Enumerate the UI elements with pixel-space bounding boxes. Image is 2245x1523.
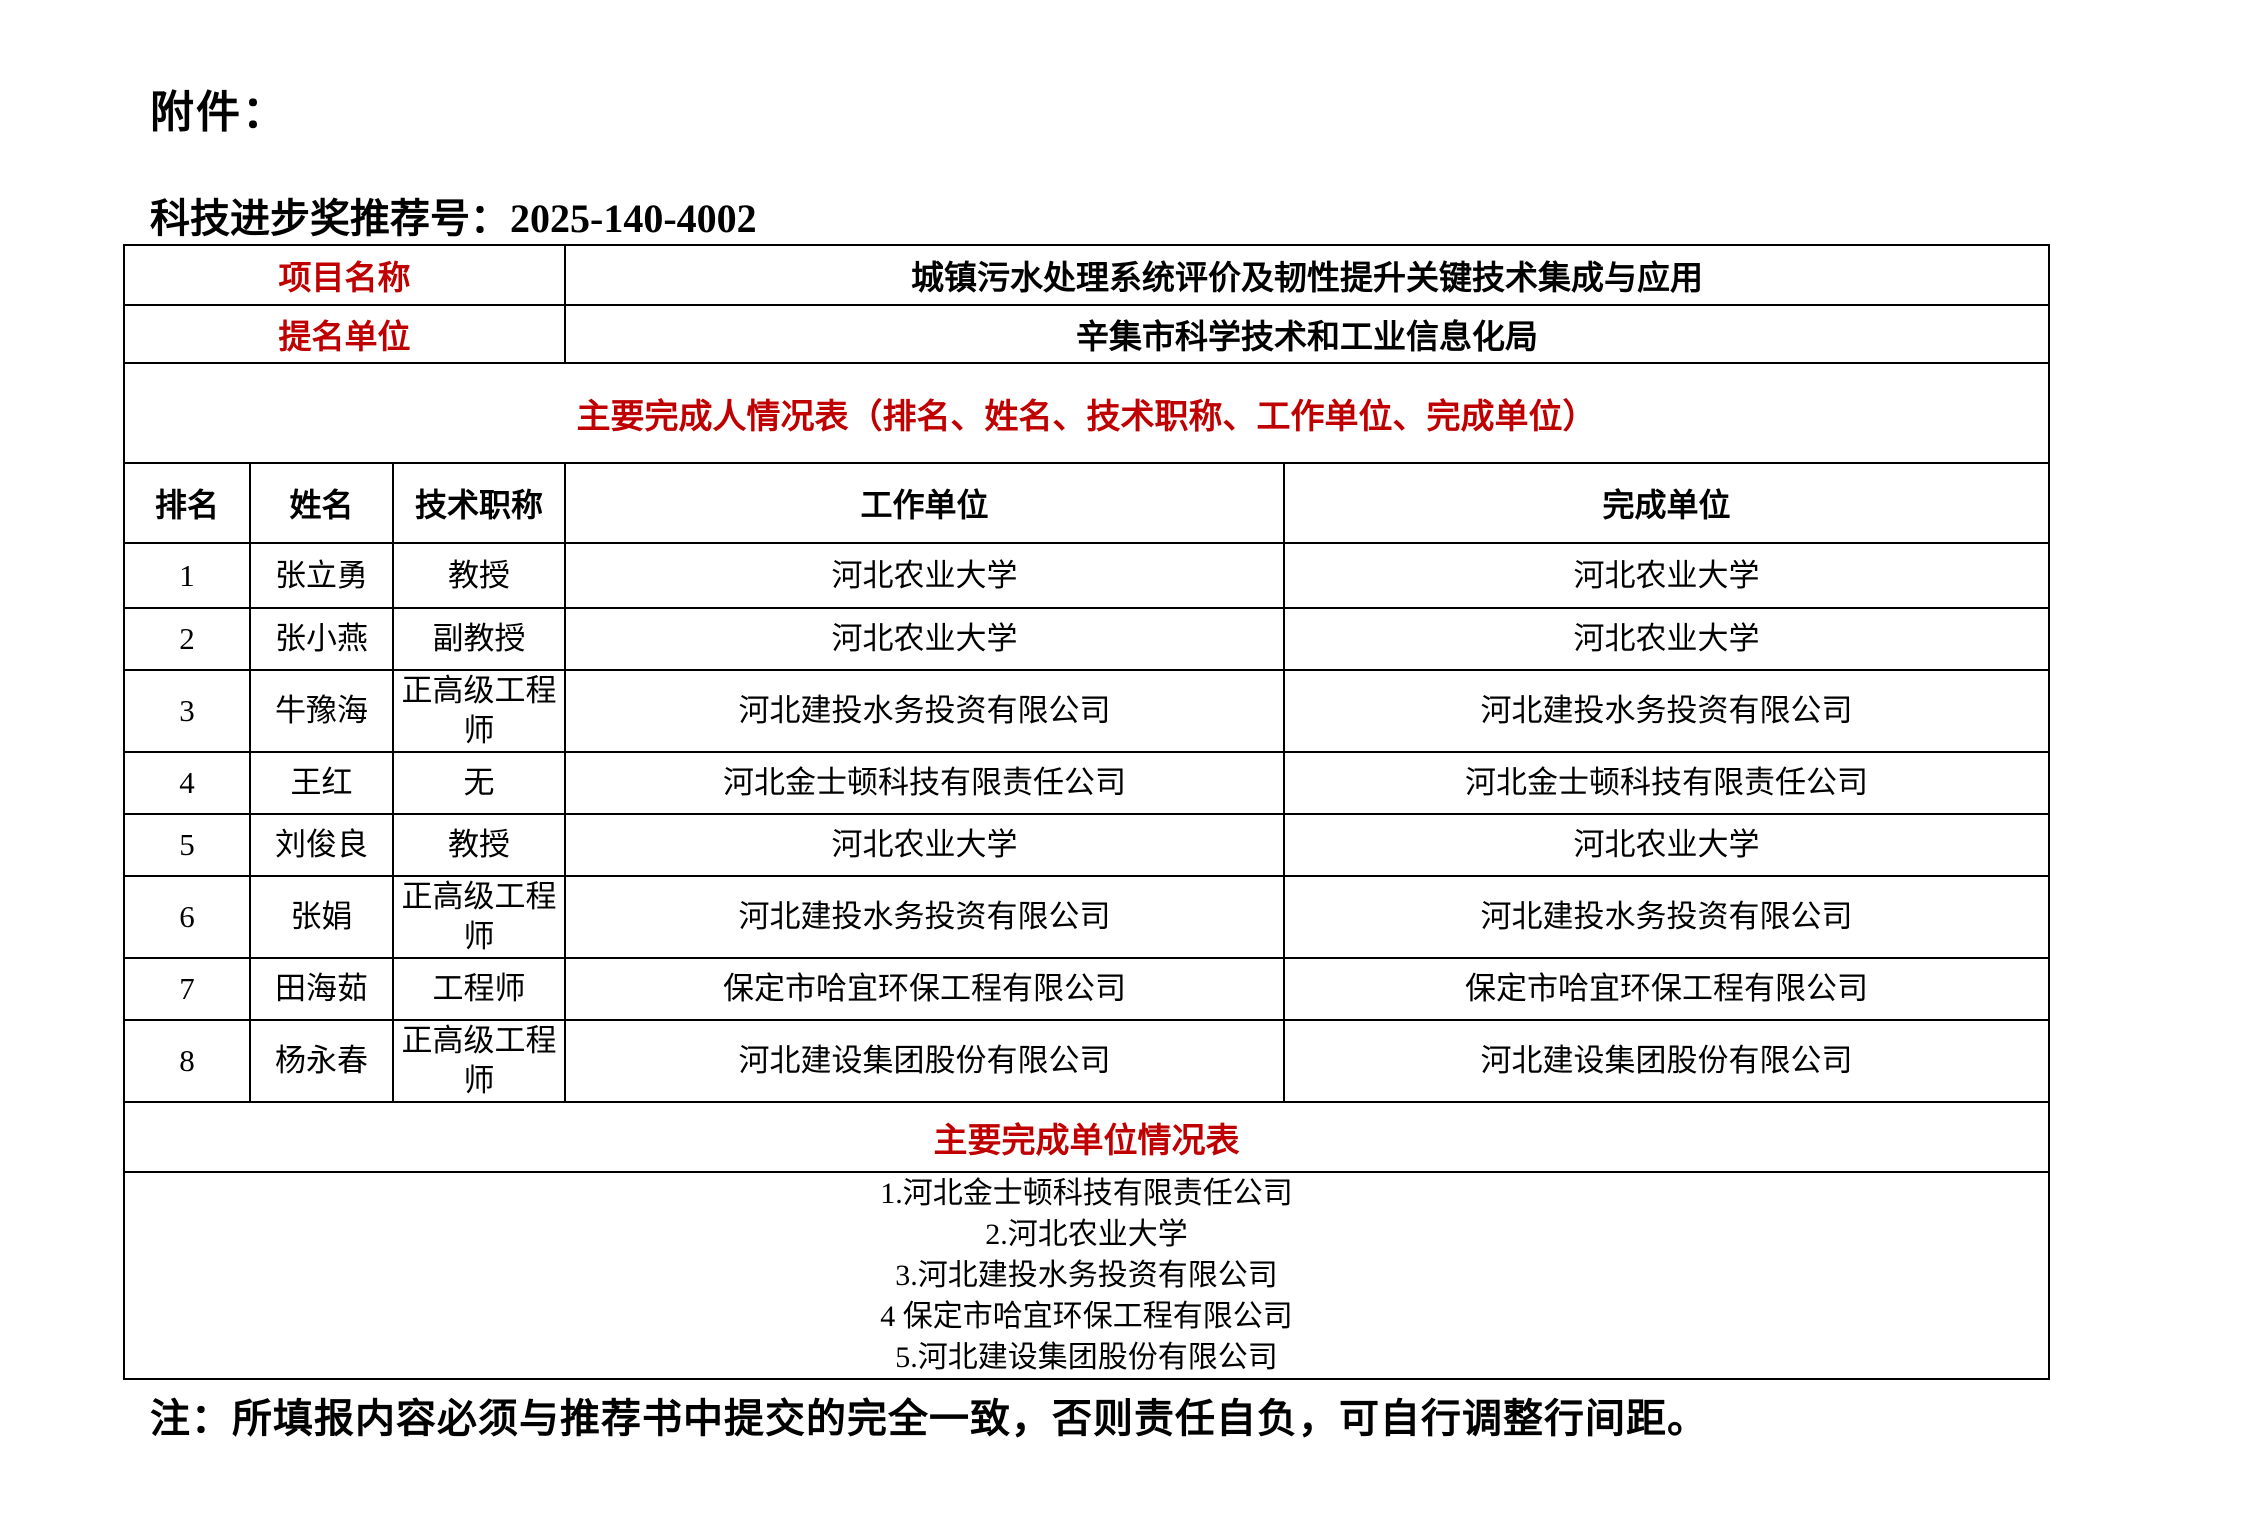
tech-title-cell: 教授 bbox=[392, 813, 566, 877]
tech-title-cell: 正高级工程师 bbox=[392, 1019, 566, 1103]
table-row: 4 王红 无 河北金士顿科技有限责任公司 河北金士顿科技有限责任公司 bbox=[123, 751, 2050, 815]
completion-unit-cell: 河北建投水务投资有限公司 bbox=[1283, 669, 2050, 753]
nominating-unit-row: 提名单位 辛集市科学技术和工业信息化局 bbox=[123, 304, 2050, 364]
work-unit-cell: 河北农业大学 bbox=[564, 542, 1285, 609]
name-cell: 王红 bbox=[249, 751, 394, 815]
header-tech-title: 技术职称 bbox=[392, 462, 566, 544]
rank-cell: 8 bbox=[123, 1019, 251, 1103]
footer-note: 注：所填报内容必须与推荐书中提交的完全一致，否则责任自负，可自行调整行间距。 bbox=[150, 1396, 1708, 1441]
tech-title-cell: 无 bbox=[392, 751, 566, 815]
units-section-title: 主要完成单位情况表 bbox=[123, 1101, 2050, 1173]
table-row: 7 田海茹 工程师 保定市哈宜环保工程有限公司 保定市哈宜环保工程有限公司 bbox=[123, 957, 2050, 1021]
tech-title-cell: 正高级工程师 bbox=[392, 875, 566, 959]
work-unit-cell: 河北建设集团股份有限公司 bbox=[564, 1019, 1285, 1103]
award-recommendation-line: 科技进步奖推荐号：2025-140-4002 bbox=[150, 186, 757, 244]
work-unit-cell: 河北金士顿科技有限责任公司 bbox=[564, 751, 1285, 815]
completion-unit-cell: 河北农业大学 bbox=[1283, 542, 2050, 609]
table-row: 8 杨永春 正高级工程师 河北建设集团股份有限公司 河北建设集团股份有限公司 bbox=[123, 1019, 2050, 1103]
name-cell: 张小燕 bbox=[249, 607, 394, 671]
rank-cell: 6 bbox=[123, 875, 251, 959]
rank-cell: 7 bbox=[123, 957, 251, 1021]
tech-title-cell: 工程师 bbox=[392, 957, 566, 1021]
list-item: 1.河北金士顿科技有限责任公司 bbox=[880, 1177, 1293, 1210]
completers-title-row: 主要完成人情况表（排名、姓名、技术职称、工作单位、完成单位） bbox=[123, 362, 2050, 464]
completers-section-title: 主要完成人情况表（排名、姓名、技术职称、工作单位、完成单位） bbox=[123, 362, 2050, 464]
award-recommendation-number: 2025-140-4002 bbox=[510, 196, 757, 241]
recommendation-table: 项目名称 城镇污水处理系统评价及韧性提升关键技术集成与应用 提名单位 辛集市科学… bbox=[123, 244, 2050, 1380]
completers-header-row: 排名 姓名 技术职称 工作单位 完成单位 bbox=[123, 462, 2050, 544]
project-name-row: 项目名称 城镇污水处理系统评价及韧性提升关键技术集成与应用 bbox=[123, 244, 2050, 306]
name-cell: 刘俊良 bbox=[249, 813, 394, 877]
project-name-value: 城镇污水处理系统评价及韧性提升关键技术集成与应用 bbox=[564, 244, 2050, 306]
rank-cell: 3 bbox=[123, 669, 251, 753]
work-unit-cell: 河北建投水务投资有限公司 bbox=[564, 669, 1285, 753]
list-item: 2.河北农业大学 bbox=[985, 1218, 1188, 1251]
header-completion-unit: 完成单位 bbox=[1283, 462, 2050, 544]
rank-cell: 2 bbox=[123, 607, 251, 671]
header-work-unit: 工作单位 bbox=[564, 462, 1285, 544]
completion-unit-cell: 河北建投水务投资有限公司 bbox=[1283, 875, 2050, 959]
completion-unit-cell: 河北建设集团股份有限公司 bbox=[1283, 1019, 2050, 1103]
work-unit-cell: 河北农业大学 bbox=[564, 607, 1285, 671]
award-recommendation-label: 科技进步奖推荐号： bbox=[150, 196, 510, 241]
list-item: 5.河北建设集团股份有限公司 bbox=[895, 1341, 1278, 1374]
completion-unit-cell: 河北农业大学 bbox=[1283, 813, 2050, 877]
completion-unit-cell: 河北金士顿科技有限责任公司 bbox=[1283, 751, 2050, 815]
name-cell: 田海茹 bbox=[249, 957, 394, 1021]
header-name: 姓名 bbox=[249, 462, 394, 544]
completion-unit-cell: 保定市哈宜环保工程有限公司 bbox=[1283, 957, 2050, 1021]
table-row: 1 张立勇 教授 河北农业大学 河北农业大学 bbox=[123, 542, 2050, 609]
name-cell: 杨永春 bbox=[249, 1019, 394, 1103]
tech-title-cell: 正高级工程师 bbox=[392, 669, 566, 753]
name-cell: 张立勇 bbox=[249, 542, 394, 609]
project-name-label: 项目名称 bbox=[123, 244, 566, 306]
name-cell: 牛豫海 bbox=[249, 669, 394, 753]
rank-cell: 1 bbox=[123, 542, 251, 609]
table-row: 2 张小燕 副教授 河北农业大学 河北农业大学 bbox=[123, 607, 2050, 671]
units-list: 1.河北金士顿科技有限责任公司 2.河北农业大学 3.河北建投水务投资有限公司 … bbox=[123, 1171, 2050, 1380]
table-row: 5 刘俊良 教授 河北农业大学 河北农业大学 bbox=[123, 813, 2050, 877]
work-unit-cell: 保定市哈宜环保工程有限公司 bbox=[564, 957, 1285, 1021]
work-unit-cell: 河北农业大学 bbox=[564, 813, 1285, 877]
list-item: 4 保定市哈宜环保工程有限公司 bbox=[880, 1300, 1293, 1333]
units-title-row: 主要完成单位情况表 bbox=[123, 1101, 2050, 1173]
list-item: 3.河北建投水务投资有限公司 bbox=[895, 1259, 1278, 1292]
rank-cell: 5 bbox=[123, 813, 251, 877]
attachment-label: 附件： bbox=[150, 88, 288, 137]
work-unit-cell: 河北建投水务投资有限公司 bbox=[564, 875, 1285, 959]
units-list-row: 1.河北金士顿科技有限责任公司 2.河北农业大学 3.河北建投水务投资有限公司 … bbox=[123, 1171, 2050, 1380]
nominating-unit-value: 辛集市科学技术和工业信息化局 bbox=[564, 304, 2050, 364]
table-row: 3 牛豫海 正高级工程师 河北建投水务投资有限公司 河北建投水务投资有限公司 bbox=[123, 669, 2050, 753]
header-rank: 排名 bbox=[123, 462, 251, 544]
completion-unit-cell: 河北农业大学 bbox=[1283, 607, 2050, 671]
tech-title-cell: 教授 bbox=[392, 542, 566, 609]
nominating-unit-label: 提名单位 bbox=[123, 304, 566, 364]
name-cell: 张娟 bbox=[249, 875, 394, 959]
tech-title-cell: 副教授 bbox=[392, 607, 566, 671]
rank-cell: 4 bbox=[123, 751, 251, 815]
table-row: 6 张娟 正高级工程师 河北建投水务投资有限公司 河北建投水务投资有限公司 bbox=[123, 875, 2050, 959]
